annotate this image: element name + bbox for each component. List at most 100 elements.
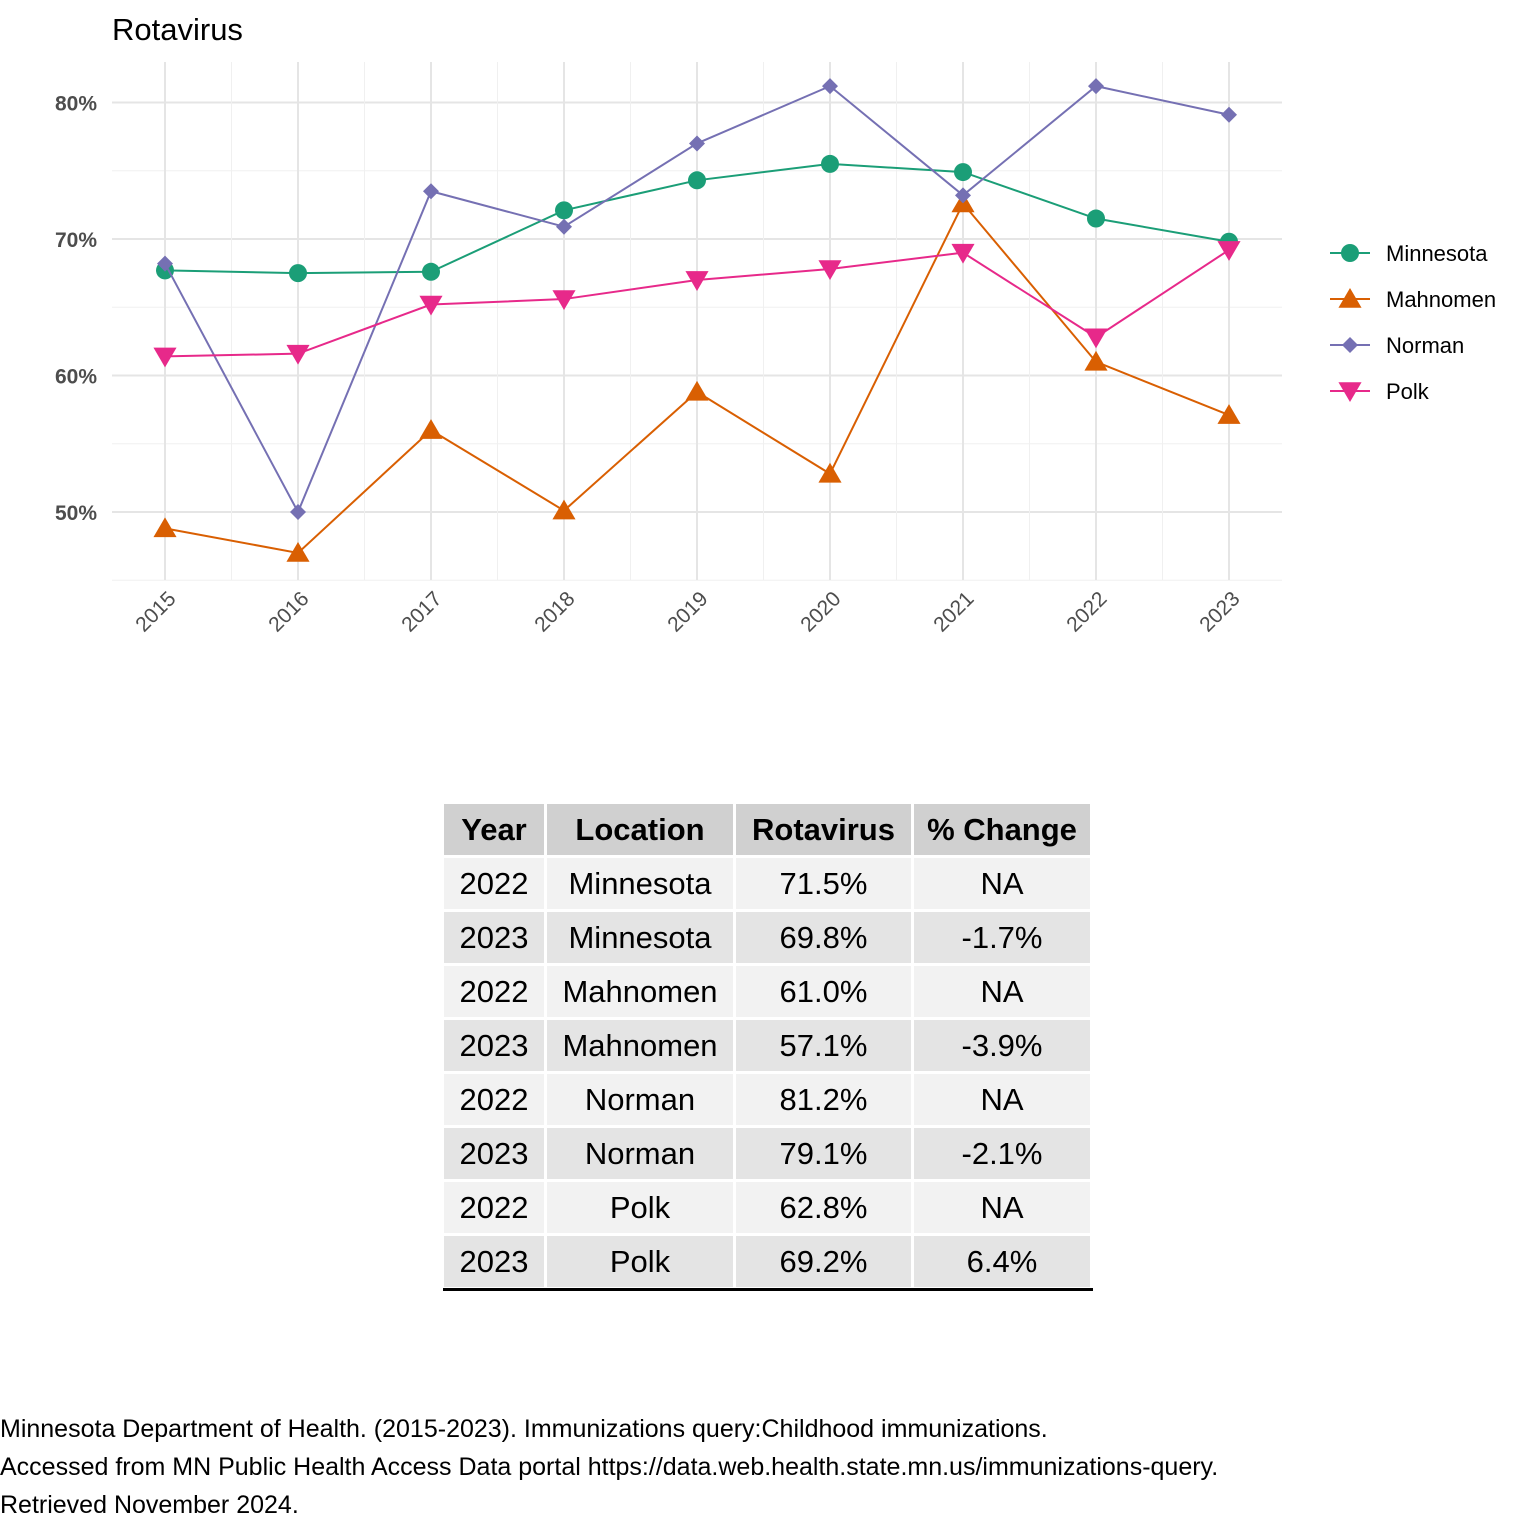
table-row: 2022 Polk 62.8% NA	[444, 1182, 1090, 1233]
point-norman	[290, 504, 306, 520]
point-mahnomen	[153, 517, 177, 538]
point-minnesota	[289, 264, 307, 283]
point-polk	[153, 347, 177, 368]
cell-rotavirus: 81.2%	[736, 1074, 911, 1125]
rotavirus-table: Year Location Rotavirus % Change 2022 Min…	[441, 801, 1093, 1290]
point-mahnomen	[286, 541, 310, 562]
cell-change: 6.4%	[914, 1236, 1090, 1287]
point-norman	[689, 135, 705, 152]
table-row: 2023 Polk 69.2% 6.4%	[444, 1236, 1090, 1287]
cell-rotavirus: 71.5%	[736, 858, 911, 909]
point-polk	[286, 344, 310, 365]
rotavirus-line-chart: Rotavirus 50%60%70%80% 2015 2016 2017 2018 2…	[55, 12, 1496, 637]
cell-year: 2022	[444, 858, 544, 909]
x-tick-label: 2022	[1062, 587, 1111, 636]
point-mahnomen	[685, 380, 709, 401]
point-minnesota	[555, 201, 573, 220]
legend-label: Polk	[1386, 379, 1430, 404]
y-tick-label: 60%	[55, 366, 97, 389]
cell-location: Norman	[547, 1128, 733, 1179]
grid	[112, 62, 1282, 581]
point-minnesota	[821, 154, 839, 173]
cell-rotavirus: 69.8%	[736, 912, 911, 963]
col-year: Year	[444, 804, 544, 855]
legend-label: Mahnomen	[1386, 287, 1496, 312]
cell-rotavirus: 69.2%	[736, 1236, 911, 1287]
legend-key-norman	[1342, 337, 1358, 353]
point-norman	[423, 183, 439, 200]
cell-year: 2023	[444, 912, 544, 963]
cell-change: -3.9%	[914, 1020, 1090, 1071]
cell-change: -1.7%	[914, 912, 1090, 963]
cell-rotavirus: 61.0%	[736, 966, 911, 1017]
point-polk	[818, 260, 842, 281]
col-change: % Change	[914, 804, 1090, 855]
point-polk	[685, 271, 709, 291]
table-header-row: Year Location Rotavirus % Change	[444, 804, 1090, 855]
cell-location: Mahnomen	[547, 1020, 733, 1071]
x-tick-label: 2017	[397, 587, 446, 636]
cell-change: NA	[914, 858, 1090, 909]
cell-rotavirus: 79.1%	[736, 1128, 911, 1179]
cell-change: NA	[914, 966, 1090, 1017]
chart-title: Rotavirus	[112, 12, 243, 47]
citation-line-3: Retrieved November 2024.	[0, 1491, 299, 1519]
cell-year: 2022	[444, 1182, 544, 1233]
cell-location: Mahnomen	[547, 966, 733, 1017]
point-polk	[1084, 328, 1108, 349]
point-norman	[556, 218, 572, 235]
cell-location: Norman	[547, 1074, 733, 1125]
legend-key-polk	[1338, 382, 1362, 402]
y-tick-label: 50%	[55, 502, 97, 525]
cell-year: 2022	[444, 966, 544, 1017]
x-tick-label: 2018	[530, 587, 579, 636]
y-tick-label: 70%	[55, 229, 97, 252]
point-norman	[1088, 78, 1104, 95]
citation-line-1: Minnesota Department of Health. (2015-20…	[0, 1415, 1048, 1443]
cell-location: Polk	[547, 1182, 733, 1233]
point-minnesota	[1087, 209, 1105, 228]
point-mahnomen	[1084, 350, 1108, 371]
legend: Minnesota Mahnomen Norman Polk	[1330, 241, 1496, 404]
legend-key-mahnomen	[1338, 288, 1362, 308]
table-bottom-rule	[443, 1288, 1093, 1291]
cell-year: 2023	[444, 1236, 544, 1287]
point-mahnomen	[419, 419, 443, 439]
point-polk	[1217, 241, 1241, 261]
x-tick-label: 2023	[1195, 587, 1244, 636]
point-norman	[157, 255, 173, 272]
x-tick-label: 2015	[131, 587, 180, 636]
point-norman	[955, 187, 971, 204]
y-axis: 50% 60% 70% 80%	[55, 93, 97, 526]
table-row: 2022 Minnesota 71.5% NA	[444, 858, 1090, 909]
legend-key-minnesota	[1341, 244, 1359, 262]
point-minnesota	[422, 262, 440, 281]
cell-year: 2022	[444, 1074, 544, 1125]
cell-location: Minnesota	[547, 858, 733, 909]
point-mahnomen	[818, 462, 842, 483]
point-norman	[822, 78, 838, 95]
cell-change: NA	[914, 1182, 1090, 1233]
cell-rotavirus: 57.1%	[736, 1020, 911, 1071]
legend-label: Norman	[1386, 333, 1464, 358]
col-location: Location	[547, 804, 733, 855]
point-polk	[552, 290, 576, 311]
cell-year: 2023	[444, 1128, 544, 1179]
citation-line-2: Accessed from MN Public Health Access Da…	[0, 1453, 1219, 1481]
table-row: 2023 Minnesota 69.8% -1.7%	[444, 912, 1090, 963]
cell-location: Minnesota	[547, 912, 733, 963]
col-rotavirus: Rotavirus	[736, 804, 911, 855]
x-tick-label: 2016	[264, 587, 313, 636]
x-tick-label: 2021	[929, 587, 978, 636]
point-minnesota	[688, 171, 706, 190]
x-tick-label: 2020	[796, 587, 845, 636]
citation: Minnesota Department of Health. (2015-20…	[0, 1410, 1218, 1524]
x-axis: 2015 2016 2017 2018 2019 2020 2021 2022 2023	[131, 587, 1244, 636]
point-polk	[419, 295, 443, 316]
table-row: 2022 Norman 81.2% NA	[444, 1074, 1090, 1125]
point-mahnomen	[1217, 404, 1241, 424]
table-row: 2022 Mahnomen 61.0% NA	[444, 966, 1090, 1017]
cell-rotavirus: 62.8%	[736, 1182, 911, 1233]
x-tick-label: 2019	[663, 587, 712, 636]
point-mahnomen	[552, 499, 576, 520]
